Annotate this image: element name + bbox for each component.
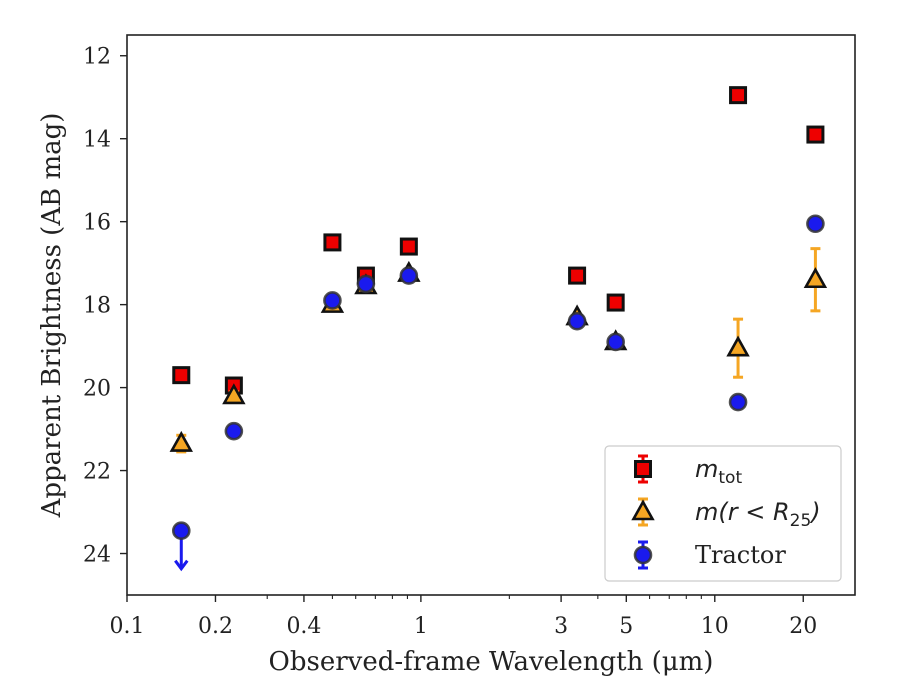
x-tick-label: 3 <box>554 614 568 639</box>
series-triangle <box>169 247 828 454</box>
circle-marker <box>633 545 653 565</box>
circle-marker <box>171 521 191 541</box>
square-marker <box>323 233 342 252</box>
x-axis-ticks: 0.1 0.2 0.4 1 3 5 10 20 <box>110 595 817 639</box>
x-tick-label: 1 <box>414 614 428 639</box>
legend-label: Tractor <box>695 541 786 569</box>
y-tick-label: 16 <box>83 211 111 236</box>
y-tick-label: 20 <box>83 377 111 402</box>
y-tick-label: 24 <box>83 543 111 568</box>
y-tick-label: 22 <box>83 460 111 485</box>
legend-label: m(r < R25) <box>695 498 821 531</box>
x-tick-label: 20 <box>789 614 817 639</box>
legend-entry: Tractor <box>633 540 786 570</box>
square-marker <box>806 125 825 144</box>
circle-marker <box>806 214 825 234</box>
series-square <box>172 86 825 395</box>
square-marker <box>606 293 625 312</box>
circle-marker <box>606 332 625 352</box>
circle-marker <box>399 266 419 285</box>
triangle-marker <box>169 430 193 452</box>
y-tick-label: 14 <box>83 128 111 153</box>
triangle-marker <box>631 499 655 521</box>
legend-entry: m(r < R25) <box>631 497 821 531</box>
y-axis-label: Apparent Brightness (AB mag) <box>37 113 67 519</box>
circle-marker <box>224 421 244 441</box>
triangle-marker <box>222 383 246 405</box>
x-tick-label: 5 <box>619 614 633 639</box>
y-tick-label: 12 <box>83 45 111 70</box>
circle-marker <box>567 311 587 331</box>
triangle-marker <box>726 335 750 357</box>
x-axis-label: Observed-frame Wavelength (μm) <box>269 647 714 677</box>
square-marker <box>399 237 418 256</box>
square-marker <box>729 86 748 105</box>
legend-label: mtot <box>695 455 742 488</box>
x-tick-label: 0.1 <box>110 614 145 639</box>
series-circle <box>171 214 825 572</box>
axes-frame <box>126 34 856 596</box>
circle-marker <box>356 274 376 294</box>
triangle-marker <box>803 267 828 289</box>
square-marker <box>172 366 191 385</box>
legend-entry: mtot <box>634 454 742 488</box>
square-marker <box>568 266 587 285</box>
x-tick-label: 0.2 <box>198 614 233 639</box>
y-axis-ticks: 12 14 16 18 20 22 24 <box>83 45 127 568</box>
x-tick-label: 10 <box>701 614 729 639</box>
circle-marker <box>323 291 342 310</box>
x-tick-label: 0.4 <box>286 614 321 639</box>
circle-marker <box>728 392 748 412</box>
upper-limit-arrowhead <box>174 559 189 572</box>
data-points <box>169 86 828 572</box>
legend-box <box>604 445 842 582</box>
y-tick-label: 18 <box>83 294 111 319</box>
legend: mtot m(r < R25) Tractor <box>604 445 842 582</box>
square-marker <box>634 460 652 478</box>
